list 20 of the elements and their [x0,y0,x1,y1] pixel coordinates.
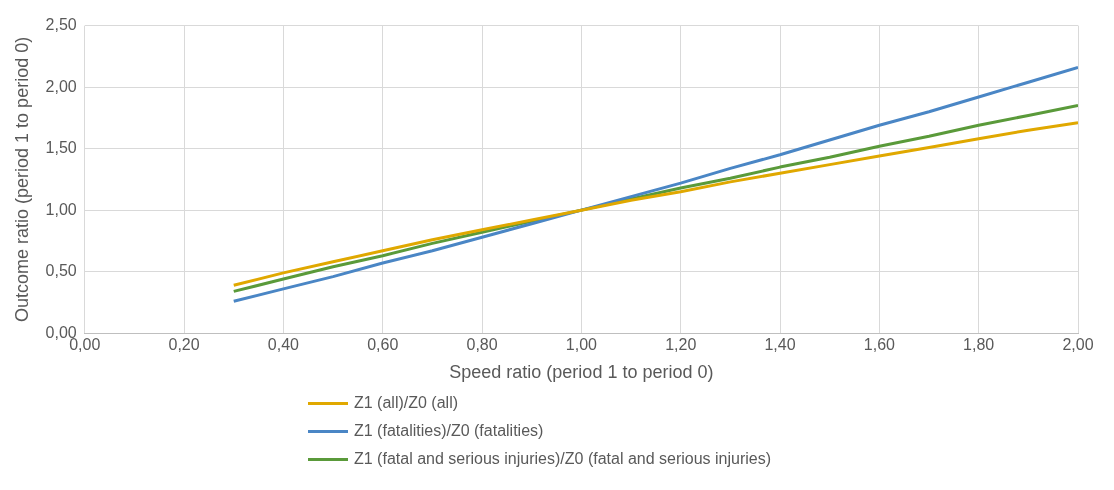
x-tick-label: 2,00 [1062,336,1094,354]
x-tick-label: 1,60 [863,336,896,354]
legend-label: Z1 (fatal and serious injuries)/Z0 (fatal and serious injuries) [354,450,772,468]
y-axis-title: Outcome ratio (period 1 to period 0) [11,36,32,322]
legend-label: Z1 (fatalities)/Z0 (fatalities) [354,422,544,440]
x-tick-label: 0,80 [466,336,498,354]
legend-label: Z1 (all)/Z0 (all) [354,394,459,412]
y-tick-label: 2,50 [45,16,77,34]
x-axis-title: Speed ratio (period 1 to period 0) [449,362,714,383]
x-tick-label: 1,00 [565,336,598,354]
y-tick-label: 1,00 [45,200,77,218]
y-tick-label: 0,50 [45,262,77,280]
x-tick-label: 0,40 [267,336,300,354]
x-tick-label: 0,20 [168,336,200,354]
x-tick-label: 0,60 [367,336,399,354]
y-tick-label: 2,00 [45,77,77,95]
y-tick-label: 1,50 [45,139,77,157]
x-tick-label: 1,40 [764,336,796,354]
x-tick-label: 1,20 [665,336,697,354]
x-tick-label: 1,80 [963,336,995,354]
